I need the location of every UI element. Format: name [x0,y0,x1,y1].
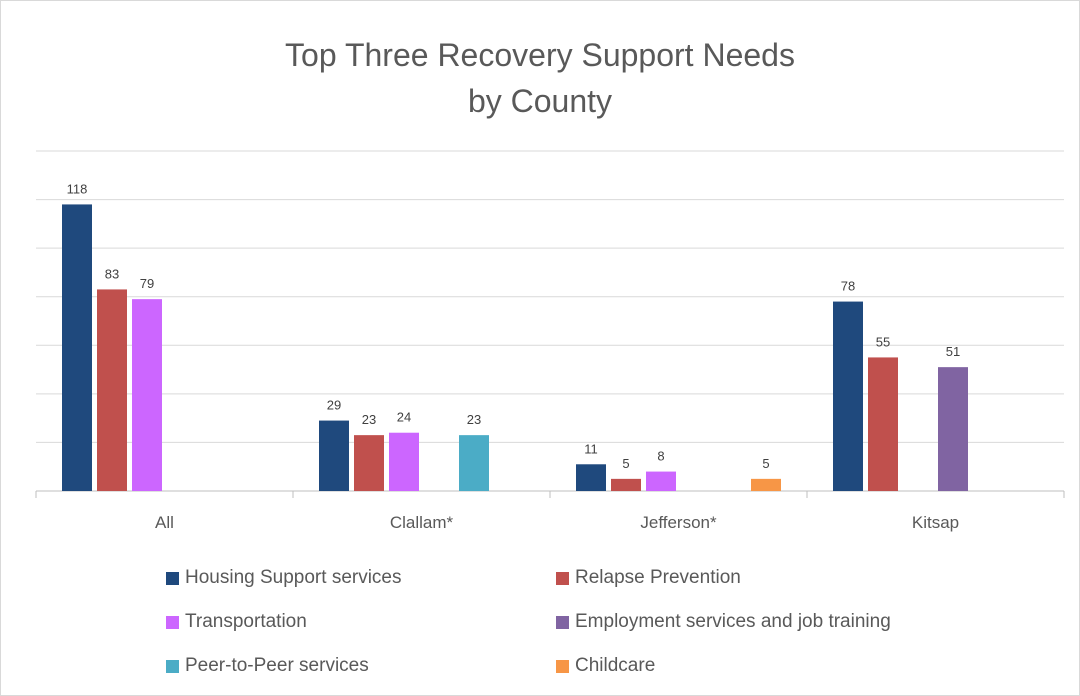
legend-item: Relapse Prevention [556,562,986,594]
data-label: 8 [657,449,664,464]
bar [576,464,606,491]
legend-item: Peer-to-Peer services [166,650,556,682]
x-tick-label: Kitsap [912,513,959,532]
bar [389,432,419,491]
chart-title-line-1: Top Three Recovery Support Needs [285,37,795,73]
bar [319,420,349,491]
bar [132,299,162,491]
legend-swatch [166,659,179,673]
chart-title-line-2: by County [467,83,613,119]
legend-swatch [556,615,569,629]
bar [62,204,92,491]
x-tick-label: Jefferson* [640,513,717,532]
bar [833,301,863,491]
legend: Housing Support services Relapse Preventi… [166,562,986,682]
chart-title: Top Three Recovery Support Needs by Coun… [0,32,1080,124]
data-label: 5 [622,456,629,471]
bar [97,289,127,491]
data-label: 29 [327,398,341,413]
x-tick-label: Clallam* [390,513,454,532]
data-label: 79 [140,276,154,291]
legend-label: Housing Support services [185,567,402,588]
bar [354,435,384,491]
legend-item: Employment services and job training [556,606,986,638]
bar [751,478,781,491]
bar [646,471,676,491]
data-label: 24 [397,410,411,425]
data-label: 83 [105,266,119,281]
data-label: 23 [467,412,481,427]
data-label: 51 [946,344,960,359]
legend-item: Housing Support services [166,562,556,594]
legend-label: Childcare [575,655,656,676]
bar [938,367,968,491]
legend-label: Peer-to-Peer services [185,655,369,676]
bar [611,478,641,491]
data-label: 11 [584,441,598,456]
data-label: 118 [67,181,88,196]
legend-swatch [166,571,179,585]
data-label: 5 [762,456,769,471]
bar [459,435,489,491]
data-label: 78 [841,279,855,294]
legend-item: Transportation [166,606,556,638]
data-label: 55 [876,334,890,349]
legend-swatch [556,571,569,585]
legend-label: Relapse Prevention [575,567,741,588]
legend-item: Childcare [556,650,986,682]
legend-swatch [166,615,179,629]
x-tick-label: All [155,513,174,532]
legend-label: Transportation [185,611,307,632]
data-label: 23 [362,412,376,427]
bar [868,357,898,491]
legend-swatch [556,659,569,673]
legend-label: Employment services and job training [575,611,891,632]
